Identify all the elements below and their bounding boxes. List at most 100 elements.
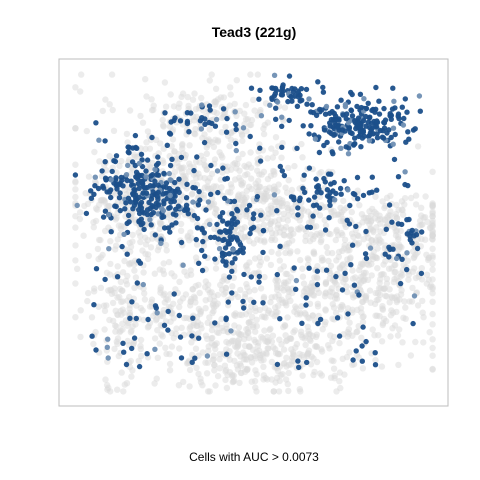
high-auc-cell-point [315,79,321,85]
background-cell-point [418,212,425,219]
background-cell-point [213,340,220,347]
high-auc-cell-point [403,139,409,145]
high-auc-cell-point [390,141,396,147]
high-auc-cell-point [317,106,323,113]
background-cell-point [269,154,277,161]
background-cell-point [74,265,81,272]
high-auc-cell-point [169,222,175,228]
background-cell-point [256,306,264,314]
background-cell-point [187,298,194,306]
background-cell-point [121,257,128,265]
high-auc-cell-point [391,156,398,163]
background-cell-point [336,339,343,347]
background-cell-point [228,294,235,302]
high-auc-cell-point [295,205,301,211]
high-auc-cell-point [312,136,319,142]
background-cell-point [176,278,183,285]
background-cell-point [113,323,120,330]
high-auc-cell-point [296,197,303,204]
background-cell-point [337,204,344,211]
background-cell-point [398,206,405,213]
background-cell-point [257,106,264,114]
background-cell-point [270,187,278,194]
high-auc-cell-point [258,113,265,119]
high-auc-cell-point [352,135,358,141]
background-cell-point [72,84,79,91]
background-cell-point [288,186,296,194]
high-auc-cell-point [205,199,212,205]
high-auc-cell-point [200,238,206,245]
high-auc-cell-point [212,320,218,326]
high-auc-cell-point [102,138,108,144]
background-cell-point [151,380,158,387]
background-cell-point [148,107,156,114]
background-cell-point [376,215,384,223]
high-auc-cell-point [175,203,182,209]
background-cell-point [192,299,199,306]
high-auc-cell-point [288,93,294,100]
background-cell-point [322,307,329,314]
high-auc-cell-point [330,188,336,194]
background-cell-point [264,376,271,383]
background-cell-point [346,349,353,356]
background-cell-point [307,284,315,291]
background-cell-point [186,325,193,332]
background-cell-point [97,236,104,244]
background-cell-point [359,261,366,269]
high-auc-cell-point [214,221,220,228]
background-cell-point [148,296,156,303]
background-cell-point [219,169,226,176]
background-cell-point [319,326,326,333]
high-auc-cell-point [313,202,320,208]
background-cell-point [114,236,122,243]
background-cell-point [241,368,249,376]
high-auc-cell-point [219,210,226,216]
background-cell-point [245,319,253,326]
high-auc-cell-point [208,162,214,169]
background-cell-point [251,107,258,114]
background-cell-point [395,361,402,369]
background-cell-point [109,106,116,114]
background-cell-point [397,243,404,251]
background-cell-point [169,136,177,143]
high-auc-cell-point [106,189,113,195]
high-auc-cell-point [121,231,127,237]
high-auc-cell-point [316,149,323,156]
high-auc-cell-point [310,213,316,219]
background-cell-point [236,213,244,220]
high-auc-cell-point [134,280,140,286]
background-cell-point [212,382,219,389]
background-cell-point [90,340,97,348]
background-cell-point [146,303,154,310]
background-cell-point [227,136,235,143]
background-cell-point [72,242,79,249]
background-cell-point [429,202,436,210]
background-cell-point [107,260,114,268]
high-auc-cell-point [322,227,329,233]
high-auc-cell-point [145,316,151,323]
background-cell-point [206,388,213,395]
high-auc-cell-point [296,364,302,371]
high-auc-cell-point [250,224,257,231]
background-cell-point [307,337,314,344]
background-cell-point [394,332,402,339]
high-auc-cell-point [349,130,355,137]
high-auc-cell-point [347,202,353,209]
high-auc-cell-point [320,89,327,95]
background-cell-point [247,149,254,156]
background-cell-point [157,289,164,296]
high-auc-cell-point [363,123,369,129]
high-auc-cell-point [224,221,230,227]
background-cell-point [142,241,150,248]
background-cell-point [377,228,384,235]
background-cell-point [95,255,102,263]
high-auc-cell-point [163,184,169,190]
background-cell-point [280,215,287,222]
background-cell-point [343,288,351,296]
background-cell-point [202,359,209,366]
background-cell-point [171,273,178,280]
background-cell-point [289,357,296,365]
background-cell-point [278,154,285,161]
background-cell-point [299,351,306,359]
background-cell-point [247,220,255,227]
